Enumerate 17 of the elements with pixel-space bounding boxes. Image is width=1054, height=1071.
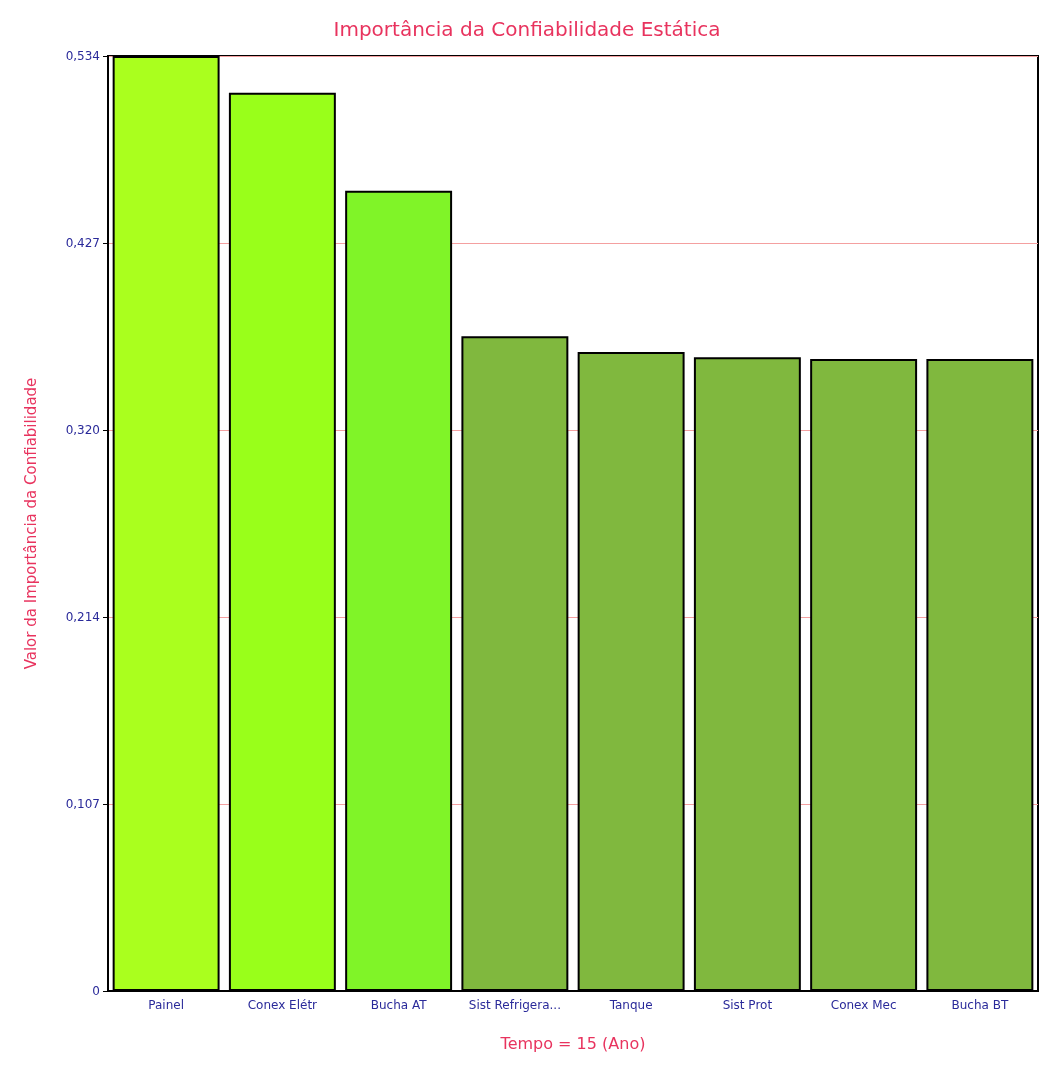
x-tick-label: Sist Refrigera... (468, 998, 561, 1012)
x-tick-label: Tanque (608, 998, 653, 1012)
x-tick-label: Painel (148, 998, 184, 1012)
y-axis-title: Valor da Importância da Confiabilidade (21, 377, 40, 670)
x-tick-label: Bucha AT (370, 998, 428, 1012)
x-axis-title: Tempo = 15 (Ano) (499, 1033, 646, 1053)
y-tick-label: 0,320 (65, 423, 100, 437)
y-tick-label: 0,534 (65, 49, 100, 63)
y-tick-label: 0,214 (65, 610, 100, 624)
y-tick-label: 0 (92, 984, 100, 998)
x-tick-label: Bucha BT (951, 998, 1009, 1012)
chart-title: Importância da Confiabilidade Estática (333, 17, 721, 41)
y-tick-label: 0,107 (65, 797, 100, 811)
x-tick-label: Sist Prot (722, 998, 773, 1012)
x-tick-label: Conex Elétr (247, 998, 318, 1012)
y-tick-label: 0,427 (65, 236, 100, 250)
x-tick-label: Conex Mec (830, 998, 897, 1012)
